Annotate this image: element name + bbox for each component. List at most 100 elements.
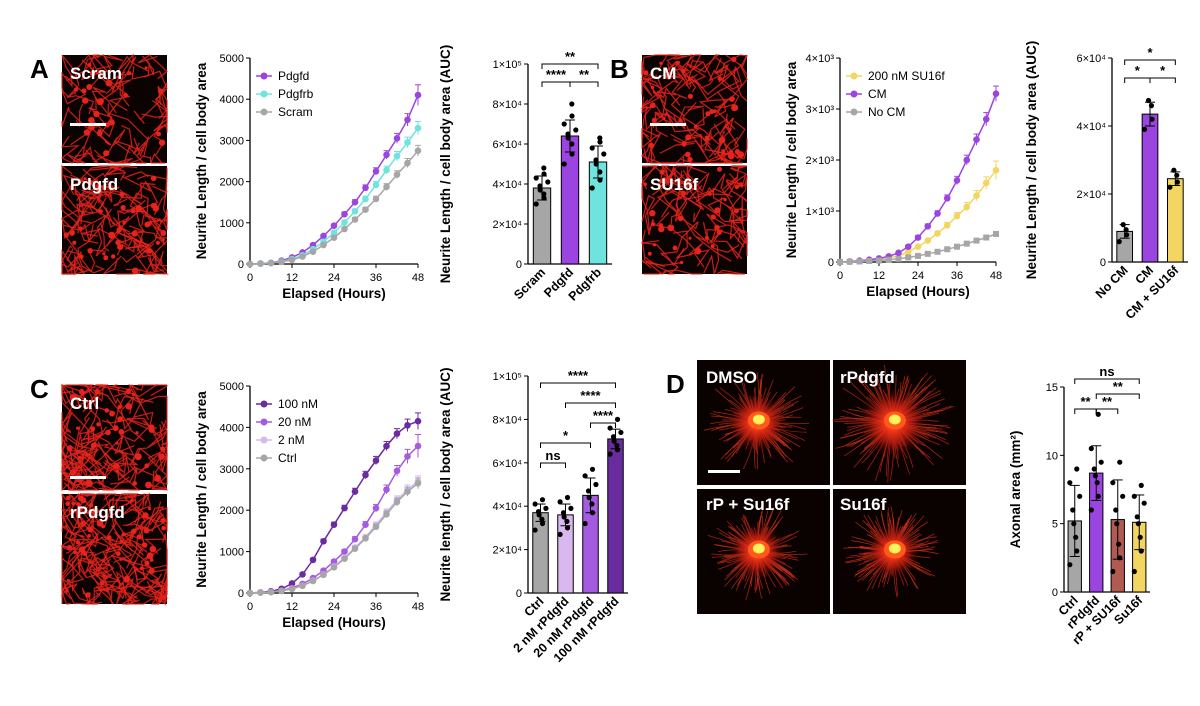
neurite — [74, 188, 102, 225]
sample-point — [601, 151, 607, 157]
neurite — [87, 558, 111, 588]
sample-point — [1098, 459, 1104, 465]
cell-body — [148, 507, 152, 511]
data-point — [404, 116, 411, 124]
sample-point — [1124, 232, 1130, 238]
data-point — [372, 523, 380, 531]
neurite — [643, 260, 666, 275]
data-point — [414, 91, 422, 99]
cell-body — [125, 388, 131, 395]
sample-point — [1149, 116, 1155, 122]
cell-body — [707, 191, 712, 196]
neurite — [149, 209, 168, 223]
sample-point — [1145, 97, 1152, 104]
micrograph-scram — [60, 53, 168, 164]
neurite — [85, 573, 113, 605]
cell-body — [96, 98, 104, 106]
sample-point — [565, 135, 571, 141]
cell-body — [658, 225, 665, 233]
cell-body — [83, 177, 87, 181]
cell-body — [649, 210, 656, 217]
data-point — [943, 194, 951, 202]
neurite — [653, 172, 688, 189]
cell-body — [98, 209, 103, 214]
legend-marker — [260, 436, 268, 444]
neurite — [639, 72, 667, 114]
sample-point — [1123, 227, 1129, 233]
legend-label: 200 nM SU16f — [868, 69, 945, 83]
neurite — [86, 434, 135, 472]
x-tick-label: 12 — [873, 270, 885, 282]
neurite — [664, 187, 699, 230]
cell-body — [678, 215, 684, 222]
neurite — [141, 395, 168, 436]
neurite — [675, 188, 688, 222]
sample-point — [1137, 534, 1143, 540]
cell-body — [66, 445, 73, 452]
sample-point — [1088, 507, 1094, 513]
cell-body — [116, 551, 121, 557]
data-point — [876, 257, 882, 264]
neurite — [77, 254, 106, 274]
sample-point — [541, 195, 547, 201]
neurite — [61, 401, 135, 456]
neurite — [712, 230, 745, 260]
neurite — [663, 269, 702, 275]
data-point — [351, 216, 359, 223]
cell-body — [103, 255, 109, 261]
neurite — [115, 231, 146, 249]
neurite — [67, 251, 82, 272]
neurite — [117, 209, 131, 228]
cell-body — [160, 230, 167, 236]
neurite — [126, 417, 163, 452]
neurite — [61, 561, 80, 605]
cell-body — [115, 441, 119, 445]
data-point — [372, 181, 380, 189]
cell-body — [681, 190, 687, 196]
y-tick-label: 0 — [516, 588, 522, 600]
data-point — [904, 243, 912, 250]
neurite — [716, 269, 745, 275]
cell-body — [123, 92, 128, 98]
significance-bracket — [1124, 77, 1151, 83]
y-axis-label: Neurite Length / cell body area (AUC) — [1024, 41, 1039, 280]
data-point — [267, 259, 275, 267]
neurite — [75, 103, 84, 128]
cell-body — [694, 124, 698, 129]
cell-body — [80, 497, 87, 504]
cell-body — [659, 61, 663, 65]
cell-body — [78, 388, 85, 395]
significance-bracket — [1095, 393, 1140, 399]
micrograph-cm — [639, 54, 748, 164]
sample-point — [614, 442, 620, 449]
cell-body — [716, 229, 722, 235]
cell-body — [122, 220, 126, 225]
cell-body — [121, 532, 126, 537]
legend-marker — [260, 108, 268, 116]
data-point — [351, 488, 359, 495]
data-point — [404, 159, 411, 167]
series-line — [249, 480, 419, 594]
micrograph-ctrl — [60, 383, 169, 492]
cell-body — [118, 429, 125, 435]
sample-point — [1134, 514, 1140, 520]
significance-bracket — [540, 382, 616, 388]
sample-point — [589, 466, 596, 472]
cell-body — [158, 598, 162, 603]
sample-point — [1138, 548, 1144, 554]
image-label-su16f-explant: Su16f — [840, 495, 887, 514]
neurite — [704, 150, 741, 164]
cell-body — [83, 129, 91, 136]
data-point — [934, 230, 941, 237]
cell-body — [145, 481, 152, 489]
neurite — [61, 164, 73, 181]
neurite — [129, 192, 162, 228]
data-point — [982, 115, 990, 123]
sample-point — [593, 481, 599, 488]
legend-marker — [850, 72, 858, 80]
cell-body — [115, 469, 119, 473]
significance-label: ** — [1113, 379, 1124, 394]
significance-label: ns — [1099, 364, 1114, 379]
cell-body — [135, 431, 139, 435]
neurite — [687, 185, 703, 223]
